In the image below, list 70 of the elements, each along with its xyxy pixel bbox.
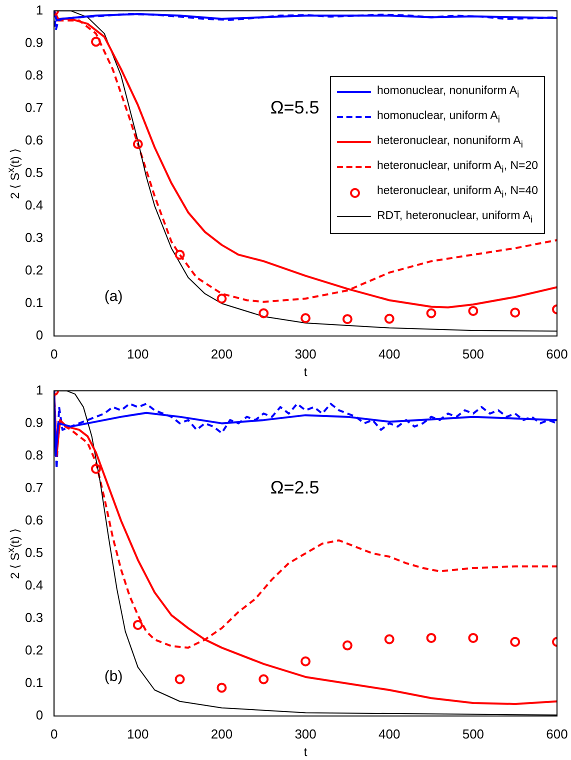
point [384, 634, 394, 644]
legend-label: heteronuclear, uniform A$_{i}$, N=20 [377, 160, 538, 175]
point [426, 632, 436, 643]
x-tick-label: 300 [294, 726, 316, 742]
x-tick-label: 500 [462, 346, 484, 362]
point [468, 306, 478, 316]
x-tick-label: 600 [546, 726, 568, 742]
legend-label: RDT, heteronuclear, uniform A$_{i}$ [377, 210, 533, 225]
y-tick-label: 0.2 [24, 642, 44, 658]
y-tick-label: 0.7 [24, 100, 44, 115]
point [384, 314, 394, 324]
y-tick-label: 0.9 [24, 414, 44, 430]
x-axis-title: t [304, 365, 308, 380]
annotation: Ω=2.5 [270, 477, 320, 498]
x-tick-label: 400 [378, 726, 400, 742]
point [132, 620, 143, 630]
point [300, 313, 311, 324]
y-tick-label: 0 [36, 328, 44, 343]
point [216, 682, 227, 693]
point [132, 139, 143, 150]
legend-label: homonuclear, nonuniform A$_{i}$ [377, 84, 520, 100]
legend-label: homonuclear, uniform A$_{i}$ [377, 110, 500, 125]
point [216, 294, 227, 304]
x-tick-label: 100 [127, 346, 149, 362]
y-tick-label: 1 [36, 382, 44, 398]
x-axis-title: t [304, 745, 308, 760]
x-tick-label: 500 [462, 726, 484, 742]
point [90, 464, 101, 474]
annotation: (a) [104, 288, 123, 306]
y-tick-label: 0.5 [24, 164, 44, 180]
y-tick-label: 1 [36, 2, 44, 18]
legend-label: heteronuclear, nonuniform A$_{i}$ [377, 134, 523, 150]
point [174, 250, 185, 260]
point [342, 640, 352, 650]
y-tick-label: 0.3 [24, 230, 44, 246]
x-tick-label: 400 [378, 346, 400, 362]
y-tick-label: 0.6 [24, 512, 44, 528]
y-tick-label: 0.4 [24, 578, 44, 592]
point [510, 636, 520, 647]
y-tick-label: 0.4 [24, 198, 44, 212]
x-tick-label: 600 [546, 346, 568, 362]
point [258, 674, 269, 684]
annotation: (b) [104, 668, 123, 686]
point [510, 308, 520, 318]
y-tick-label: 0.9 [24, 34, 44, 50]
x-tick-label: 200 [210, 346, 233, 362]
point [90, 36, 101, 47]
point [300, 656, 311, 666]
point [426, 308, 436, 318]
x-tick-label: 0 [50, 346, 58, 362]
y-tick-label: 0.8 [24, 67, 44, 82]
x-tick-label: 0 [50, 726, 58, 742]
y-tick-label: 0.1 [24, 675, 44, 690]
legend-label: heteronuclear, uniform A$_{i}$, N=40 [377, 184, 538, 200]
y-tick-label: 0.8 [24, 447, 44, 462]
point [342, 314, 352, 324]
y-tick-label: 0.1 [24, 295, 44, 310]
y-tick-label: 0.2 [24, 262, 44, 278]
x-tick-label: 200 [210, 726, 233, 742]
y-tick-label: 0.5 [24, 544, 44, 560]
point [468, 632, 478, 643]
x-tick-label: 300 [294, 346, 316, 362]
point [258, 308, 269, 318]
point [174, 674, 185, 684]
annotation: Ω=5.5 [270, 97, 320, 118]
x-tick-label: 100 [127, 726, 149, 742]
y-tick-label: 0 [36, 708, 44, 723]
y-tick-label: 0.7 [24, 480, 44, 495]
y-tick-label: 0.3 [24, 610, 44, 626]
y-tick-label: 0.6 [24, 132, 44, 148]
